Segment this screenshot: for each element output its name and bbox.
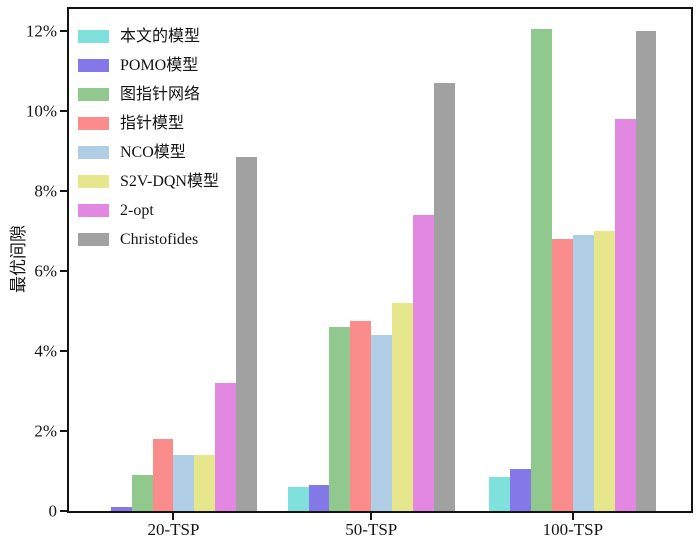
- x-tick-label: 100-TSP: [542, 520, 604, 539]
- bar-50-TSP-指针模型: [350, 321, 372, 511]
- legend-label: 本文的模型: [120, 27, 201, 45]
- bar-20-TSP-S2V-DQN模型: [194, 455, 216, 511]
- legend-swatch-icon: [78, 204, 109, 217]
- bar-20-TSP-指针模型: [152, 439, 174, 511]
- y-tick-label: 4%: [34, 341, 57, 361]
- x-tick-label: 20-TSP: [147, 520, 200, 539]
- legend-item: POMO模型: [78, 51, 219, 80]
- bar-100-TSP-NCO模型: [572, 235, 594, 511]
- bar-100-TSP-POMO模型: [510, 469, 531, 511]
- y-tick-label: 10%: [25, 101, 57, 121]
- bar-100-TSP-Christofides: [635, 31, 657, 511]
- y-tick-mark-12%: [60, 30, 67, 32]
- legend-item: Christofides: [78, 225, 219, 254]
- legend-swatch-icon: [78, 146, 109, 159]
- y-axis-title: 最优间隙: [9, 225, 28, 293]
- x-tick-label: 50-TSP: [345, 520, 398, 539]
- bar-50-TSP-POMO模型: [308, 485, 330, 511]
- legend-swatch-icon: [78, 175, 109, 188]
- legend-label: POMO模型: [120, 56, 199, 74]
- legend-item: NCO模型: [78, 138, 219, 167]
- legend-item: 指针模型: [78, 109, 219, 138]
- bar-100-TSP-图指针网络: [531, 29, 552, 511]
- y-tick-label: 2%: [34, 421, 57, 441]
- y-tick-mark-4%: [60, 350, 67, 352]
- legend: 本文的模型 POMO模型 图指针网络指针模型 NCO模型 S2V-DQN模型 2-opt C…: [78, 22, 219, 254]
- legend-item: S2V-DQN模型: [78, 167, 219, 196]
- bar-50-TSP-NCO模型: [371, 335, 393, 511]
- bar-100-TSP-2-opt: [614, 119, 636, 511]
- x-tick-mark-50-TSP: [370, 513, 373, 520]
- legend-label: Christofides: [120, 230, 199, 248]
- legend-label: 图指针网络: [120, 85, 201, 103]
- y-tick-mark-10%: [60, 110, 67, 112]
- bar-20-TSP-图指针网络: [131, 475, 153, 511]
- bar-20-TSP-Christofides: [236, 157, 258, 511]
- bar-100-TSP-S2V-DQN模型: [593, 231, 615, 511]
- y-tick-label: 6%: [34, 261, 57, 281]
- bar-50-TSP-本文的模型: [287, 487, 309, 511]
- legend-swatch-icon: [78, 88, 109, 101]
- legend-swatch-icon: [78, 30, 109, 43]
- bars-layer: [69, 9, 691, 511]
- plot-area: 0 2% 4% 6% 8% 10% 12% 20-TSP 50-TSP 100-TSP 本文的模…: [26, 7, 693, 538]
- bar-20-TSP-NCO模型: [173, 455, 195, 511]
- y-tick-mark-8%: [60, 190, 67, 192]
- x-tick-mark-100-TSP: [571, 513, 574, 520]
- bar-50-TSP-S2V-DQN模型: [392, 303, 414, 511]
- legend-item: 图指针网络: [78, 80, 219, 109]
- y-tick-mark-2%: [60, 430, 67, 432]
- legend-swatch-icon: [78, 233, 109, 246]
- legend-swatch-icon: [78, 59, 109, 72]
- bar-20-TSP-2-opt: [215, 383, 237, 511]
- legend-swatch-icon: [78, 117, 109, 130]
- bar-100-TSP-本文的模型: [489, 477, 511, 511]
- y-tick-label: 12%: [25, 21, 57, 41]
- legend-label: S2V-DQN模型: [120, 172, 219, 190]
- bar-100-TSP-指针模型: [551, 239, 573, 511]
- bar-20-TSP-POMO模型: [110, 507, 132, 511]
- bar-50-TSP-图指针网络: [329, 327, 351, 511]
- legend-item: 本文的模型: [78, 22, 219, 51]
- bar-50-TSP-2-opt: [413, 215, 434, 511]
- legend-label: NCO模型: [120, 143, 186, 161]
- legend-item: 2-opt: [78, 196, 219, 225]
- y-tick-label: 0: [48, 501, 58, 521]
- y-tick-mark-6%: [60, 270, 67, 272]
- y-tick-label: 8%: [34, 181, 57, 201]
- legend-label: 指针模型: [120, 114, 185, 132]
- x-tick-mark-20-TSP: [172, 513, 175, 520]
- y-tick-mark-0: [60, 510, 67, 512]
- bar-50-TSP-Christofides: [433, 83, 455, 511]
- legend-label: 2-opt: [120, 201, 154, 219]
